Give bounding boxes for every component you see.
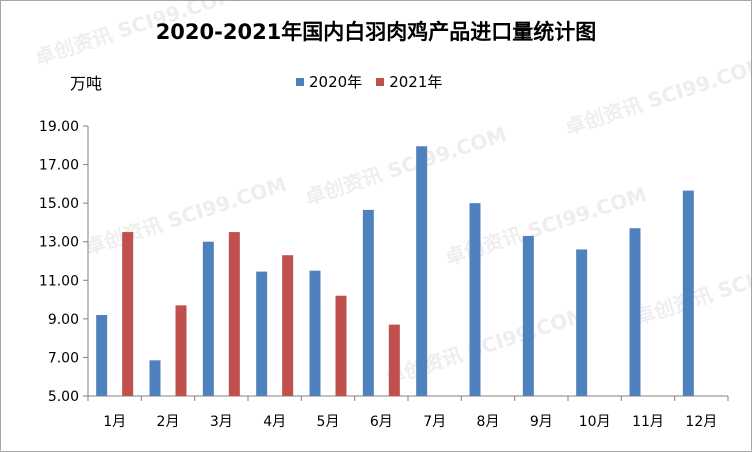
bar-2020	[522, 235, 534, 396]
bar-2020	[469, 203, 481, 396]
bar-2020	[416, 146, 428, 396]
legend-label-2021: 2021年	[389, 73, 443, 91]
legend-swatch-2021	[376, 77, 385, 86]
bar-2020	[362, 209, 374, 396]
bar-2020	[96, 315, 108, 396]
x-tick-label: 8月	[477, 414, 500, 430]
legend-item-2020: 2020年	[296, 71, 362, 92]
y-tick-label: 7.00	[48, 350, 79, 366]
chart-title: 2020-2021年国内白羽肉鸡产品进口量统计图	[155, 20, 597, 44]
x-tick-label: 11月	[632, 414, 664, 430]
bar-2021	[175, 305, 187, 396]
x-tick-label: 6月	[370, 414, 393, 430]
y-tick-label: 17.00	[39, 158, 79, 174]
y-tick-label: 19.00	[39, 119, 79, 135]
x-tick-label: 9月	[530, 414, 553, 430]
x-tick-label: 3月	[210, 414, 233, 430]
bar-2020	[149, 360, 161, 396]
bar-2020	[202, 241, 214, 396]
y-tick-label: 13.00	[39, 235, 79, 251]
y-axis-unit-label: 万吨	[70, 74, 103, 93]
y-tick-label: 9.00	[48, 312, 79, 328]
bar-2020	[256, 271, 268, 396]
bar-2021	[335, 295, 347, 396]
y-tick-label: 15.00	[39, 196, 79, 212]
bar-2020	[309, 270, 321, 396]
x-tick-label: 2月	[157, 414, 180, 430]
x-tick-label: 1月	[103, 414, 126, 430]
y-tick-label: 11.00	[39, 273, 79, 289]
x-tick-label: 12月	[685, 414, 717, 430]
y-tick-label: 5.00	[48, 389, 79, 405]
bar-2020	[576, 249, 588, 396]
bar-2021	[282, 255, 294, 396]
x-tick-label: 5月	[317, 414, 340, 430]
legend-item-2021: 2021年	[376, 71, 442, 92]
bar-2021	[122, 232, 134, 396]
bar-2021	[228, 232, 240, 396]
bar-2020	[629, 228, 641, 396]
bar-2020	[682, 190, 694, 396]
x-tick-label: 10月	[579, 414, 611, 430]
x-tick-label: 4月	[263, 414, 286, 430]
bar-2021	[388, 324, 400, 396]
legend-swatch-2020	[296, 77, 304, 86]
x-tick-label: 7月	[423, 414, 446, 430]
legend-label-2020: 2020年	[309, 73, 363, 91]
chart-legend: 2020年 2021年	[296, 71, 456, 92]
